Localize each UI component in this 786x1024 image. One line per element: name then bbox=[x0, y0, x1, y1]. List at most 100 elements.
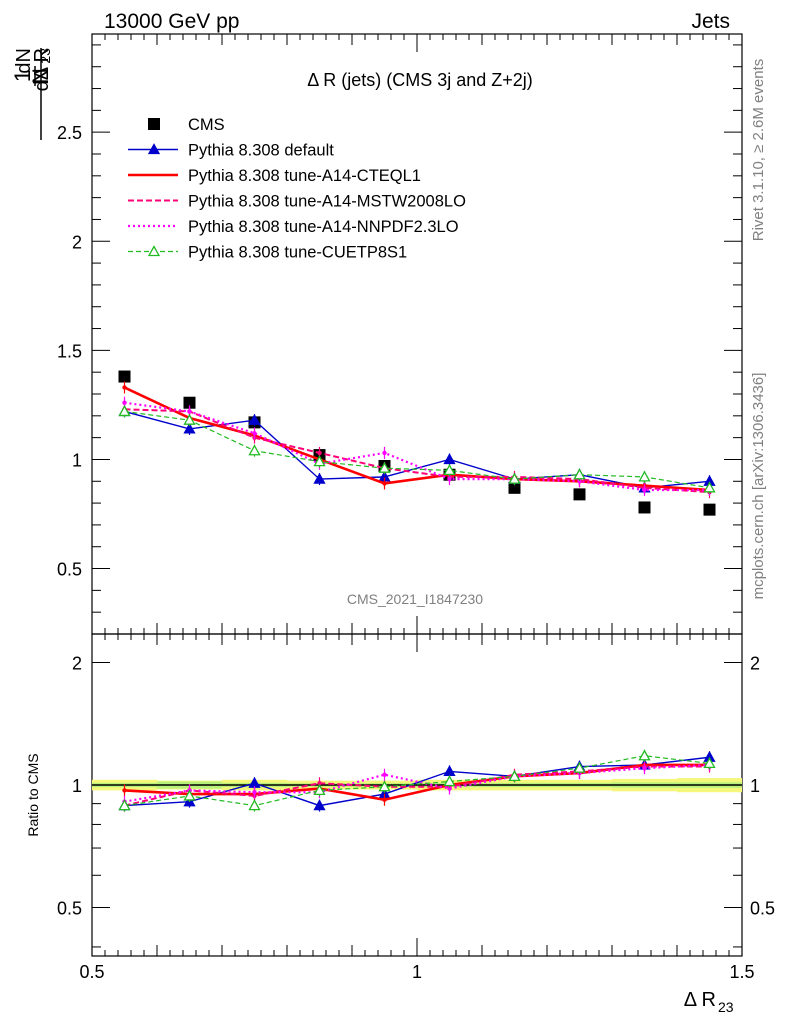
main-marker-cuetp8s1 bbox=[248, 444, 261, 456]
ratio-marker-nnpdf bbox=[642, 765, 647, 771]
ratio-marker-default bbox=[313, 799, 326, 811]
legend-label: Pythia 8.308 tune-CUETP8S1 bbox=[188, 244, 407, 262]
cms-data-point bbox=[118, 370, 131, 383]
main-marker-cuetp8s1 bbox=[508, 472, 521, 484]
main-line-cteql1 bbox=[123, 386, 710, 492]
cms-data-point bbox=[183, 396, 196, 409]
xlabel-main: Δ R bbox=[684, 989, 716, 1011]
ratio-marker-nnpdf bbox=[252, 790, 257, 795]
main-line-mstw bbox=[124, 408, 710, 494]
series-layer bbox=[118, 370, 716, 812]
main-marker-cuetp8s1 bbox=[443, 464, 456, 476]
ylabel-one: 1 bbox=[10, 70, 35, 82]
main-series-cteql1 bbox=[122, 381, 712, 496]
main-marker-nnpdf bbox=[252, 431, 257, 436]
ratio-marker-cuetp8s1 bbox=[508, 770, 521, 782]
analysis-id: CMS_2021_I1847230 bbox=[347, 591, 483, 607]
ylabel-den-mid: dΔ R bbox=[31, 48, 53, 91]
main-series-nnpdf bbox=[122, 396, 712, 496]
legend-label: CMS bbox=[188, 116, 225, 134]
cms-data-point bbox=[573, 488, 586, 501]
main-marker-cteql1 bbox=[382, 481, 387, 486]
main-marker-default bbox=[313, 472, 326, 484]
mcplots-label: mcplots.cern.ch [arXiv:1306.3436] bbox=[750, 373, 767, 600]
ratio-y-tick-label-right: 0.5 bbox=[750, 898, 775, 918]
y-tick-label: 0.5 bbox=[57, 560, 82, 580]
x-tick-label: 1 bbox=[412, 962, 422, 982]
ratio-y-tick-label: 1 bbox=[72, 776, 82, 796]
legend-marker bbox=[147, 245, 161, 257]
ratio-marker-cuetp8s1 bbox=[118, 799, 131, 811]
legend-label: Pythia 8.308 tune-A14-NNPDF2.3LO bbox=[188, 218, 459, 236]
ratio-marker-cuetp8s1 bbox=[443, 775, 456, 787]
ratio-marker-cuetp8s1 bbox=[313, 784, 326, 796]
main-marker-default bbox=[183, 422, 196, 434]
main-marker-mstw bbox=[317, 450, 322, 456]
ratio-line-nnpdf bbox=[124, 763, 710, 803]
chart-title: Δ R (jets) (CMS 3j and Z+2j) bbox=[307, 70, 533, 90]
header-energy: 13000 GeV pp bbox=[104, 10, 239, 33]
ratio-series-cuetp8s1 bbox=[118, 749, 716, 812]
ratio-y-tick-label: 0.5 bbox=[57, 898, 82, 918]
ratio-y-axis-label: Ratio to CMS bbox=[25, 753, 41, 836]
main-marker-cuetp8s1 bbox=[313, 455, 326, 467]
main-marker-default bbox=[443, 453, 456, 465]
main-marker-nnpdf bbox=[382, 450, 387, 456]
ratio-y-tick-label-right: 1 bbox=[750, 776, 760, 796]
ratio-y-tick-label-right: 2 bbox=[750, 654, 760, 674]
ratio-line-cuetp8s1 bbox=[124, 755, 710, 807]
x-tick-label: 1.5 bbox=[729, 962, 754, 982]
legend: CMS Pythia 8.308 default Pythia 8.308 tune… bbox=[128, 116, 466, 262]
legend-label: Pythia 8.308 tune-A14-CTEQL1 bbox=[188, 167, 421, 185]
main-line-nnpdf bbox=[124, 401, 710, 492]
legend-item-cteql1: Pythia 8.308 tune-A14-CTEQL1 bbox=[128, 167, 421, 185]
cms-data-point bbox=[508, 481, 521, 494]
y-tick-label: 2 bbox=[72, 232, 82, 252]
main-marker-nnpdf bbox=[122, 400, 127, 405]
main-marker-cteql1 bbox=[122, 385, 127, 390]
ylabel-num: dN bbox=[13, 48, 35, 74]
main-marker-nnpdf bbox=[642, 487, 647, 493]
main-y-axis-label: 1 N dN dΔ R 23 bbox=[10, 48, 53, 140]
main-series-cuetp8s1 bbox=[118, 405, 716, 494]
main-marker-cuetp8s1 bbox=[703, 481, 716, 493]
main-marker-cuetp8s1 bbox=[573, 468, 586, 480]
main-line-cuetp8s1 bbox=[124, 410, 710, 489]
ratio-line-mstw bbox=[124, 765, 710, 807]
ratio-marker-nnpdf bbox=[447, 786, 452, 791]
cms-data-point bbox=[638, 501, 651, 514]
main-marker-nnpdf bbox=[447, 476, 452, 482]
legend-item-cms: CMS bbox=[148, 116, 225, 134]
ratio-marker-default bbox=[443, 765, 456, 777]
main-marker-nnpdf bbox=[187, 409, 192, 414]
y-tick-label: 1 bbox=[72, 450, 82, 470]
ratio-marker-cuetp8s1 bbox=[183, 789, 196, 801]
x-tick-label: 0.5 bbox=[79, 962, 104, 982]
legend-item-nnpdf: Pythia 8.308 tune-A14-NNPDF2.3LO bbox=[128, 218, 459, 236]
legend-symbol bbox=[148, 118, 160, 130]
ratio-marker-cteql1 bbox=[122, 788, 127, 793]
ratio-marker-cteql1 bbox=[382, 797, 387, 802]
main-marker-default bbox=[248, 413, 261, 425]
legend-item-mstw: Pythia 8.308 tune-A14-MSTW2008LO bbox=[128, 193, 466, 211]
main-marker-cuetp8s1 bbox=[638, 470, 651, 482]
main-marker-cuetp8s1 bbox=[378, 461, 391, 473]
header-category: Jets bbox=[691, 10, 730, 33]
y-tick-label: 2.5 bbox=[57, 123, 82, 143]
ratio-marker-cuetp8s1 bbox=[638, 749, 651, 761]
main-marker-cuetp8s1 bbox=[118, 405, 131, 417]
axes-ticks: 0.5 1 1.5 0.5 1 1.5 2 2.5 0.5 0.5 1 1 2 2 bbox=[57, 34, 775, 982]
ylabel-den-sub: 23 bbox=[37, 48, 53, 64]
ratio-marker-cuetp8s1 bbox=[378, 780, 391, 792]
main-series-cms bbox=[118, 370, 716, 516]
ratio-marker-mstw bbox=[317, 781, 322, 786]
ratio-marker-cuetp8s1 bbox=[573, 761, 586, 773]
legend-label: Pythia 8.308 tune-A14-MSTW2008LO bbox=[188, 193, 466, 211]
x-axis-label: Δ R 23 bbox=[684, 989, 734, 1015]
xlabel-sub: 23 bbox=[718, 999, 734, 1015]
cms-data-point bbox=[703, 503, 716, 516]
ratio-marker-nnpdf bbox=[382, 772, 387, 777]
rivet-label: Rivet 3.1.10, ≥ 2.6M events bbox=[750, 59, 767, 242]
legend-item-cuetp8s1: Pythia 8.308 tune-CUETP8S1 bbox=[128, 244, 407, 262]
